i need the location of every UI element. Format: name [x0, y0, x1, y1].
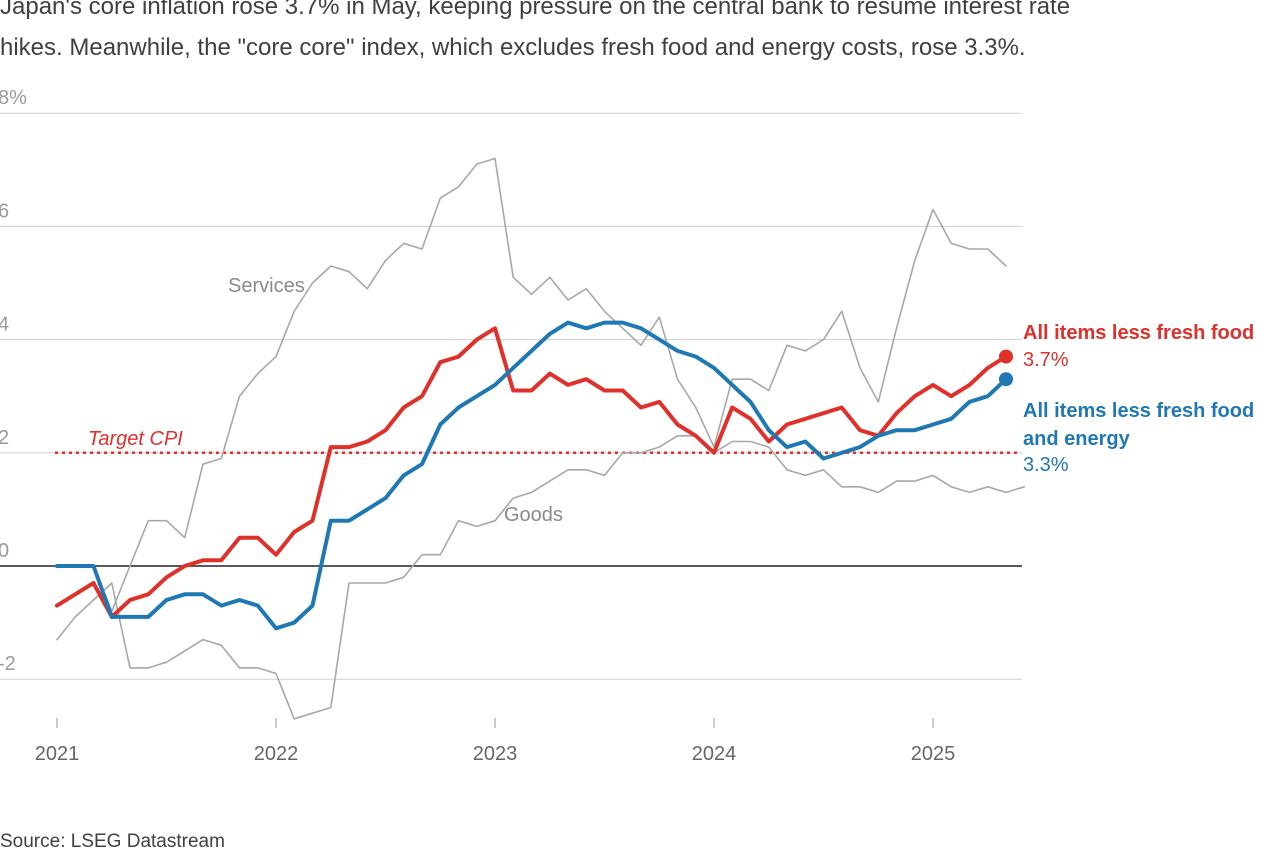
- y-tick-label-6: 6: [0, 200, 9, 222]
- y-tick-label-4: 4: [0, 314, 9, 336]
- services-line: [56, 157, 1007, 613]
- x-tick-label-2023: 2023: [473, 743, 518, 765]
- subtitle-line-2: hikes. Meanwhile, the "core core" index,…: [0, 34, 1026, 61]
- y-tick-label-8%: 8%: [0, 87, 27, 109]
- services-series-label: Services: [228, 275, 305, 297]
- core-cpi-line: [55, 326, 1008, 619]
- core-core-cpi-line: [55, 320, 1008, 631]
- core-cpi-end-dot: [999, 349, 1013, 364]
- goods-line: [56, 434, 1026, 720]
- core-cpi-legend-label: All items less fresh food: [1023, 322, 1254, 344]
- goods-series-label: Goods: [504, 504, 563, 526]
- core-core-cpi-legend-label-line2: and energy: [1023, 428, 1131, 450]
- core-core-cpi-legend-label-line1: All items less fresh food: [1023, 400, 1254, 422]
- subtitle-line-1: Japan's core inflation rose 3.7% in May,…: [0, 0, 1071, 20]
- core-core-cpi-end-value: 3.3%: [1023, 454, 1069, 476]
- y-tick-label--2: -2: [0, 653, 16, 675]
- chart-subtitle: Japan's core inflation rose 3.7% in May,…: [0, 0, 1280, 68]
- x-tick-label-2021: 2021: [35, 743, 80, 765]
- x-tick-label-2022: 2022: [254, 743, 299, 765]
- x-tick-label-2024: 2024: [692, 743, 737, 765]
- target-cpi-label: Target CPI: [88, 428, 183, 450]
- core-core-cpi-end-dot: [999, 372, 1013, 387]
- x-tick-label-2025: 2025: [911, 743, 956, 765]
- y-tick-label-0: 0: [0, 540, 9, 562]
- y-tick-label-2: 2: [0, 427, 9, 449]
- source-note: Source: LSEG Datastream: [0, 831, 225, 852]
- core-cpi-end-value: 3.7%: [1023, 349, 1069, 371]
